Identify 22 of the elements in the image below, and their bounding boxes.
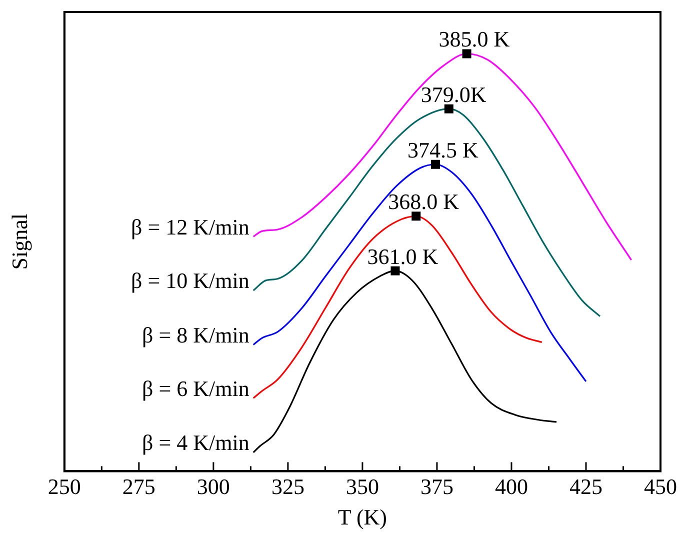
y-axis-title: Signal xyxy=(6,213,32,270)
x-tick-label: 250 xyxy=(48,474,81,500)
x-tick-label: 425 xyxy=(569,474,602,500)
point xyxy=(390,266,400,276)
series-label: β = 10 K/min xyxy=(131,268,250,294)
x-tick-label: 450 xyxy=(644,474,677,500)
annotation: 385.0 K xyxy=(438,26,510,52)
x-tick-label: 350 xyxy=(346,474,379,500)
series-label: β = 6 K/min xyxy=(142,376,250,401)
series-label: β = 12 K/min xyxy=(131,214,250,240)
x-tick-label: 275 xyxy=(122,474,156,500)
x-tick-label: 325 xyxy=(271,474,304,500)
annotation: 368.0 K xyxy=(388,189,460,214)
x-tick-label: 375 xyxy=(420,474,454,500)
annotation: 374.5 K xyxy=(407,137,478,162)
annotation: 361.0 K xyxy=(367,244,438,269)
x-axis-title: T (K) xyxy=(338,504,387,530)
series-label: β = 8 K/min xyxy=(142,322,250,348)
annotation: 379.0K xyxy=(420,82,486,107)
series-label: β = 4 K/min xyxy=(142,430,250,456)
x-tick-label: 300 xyxy=(196,474,230,500)
x-tick-label: 400 xyxy=(494,474,528,500)
